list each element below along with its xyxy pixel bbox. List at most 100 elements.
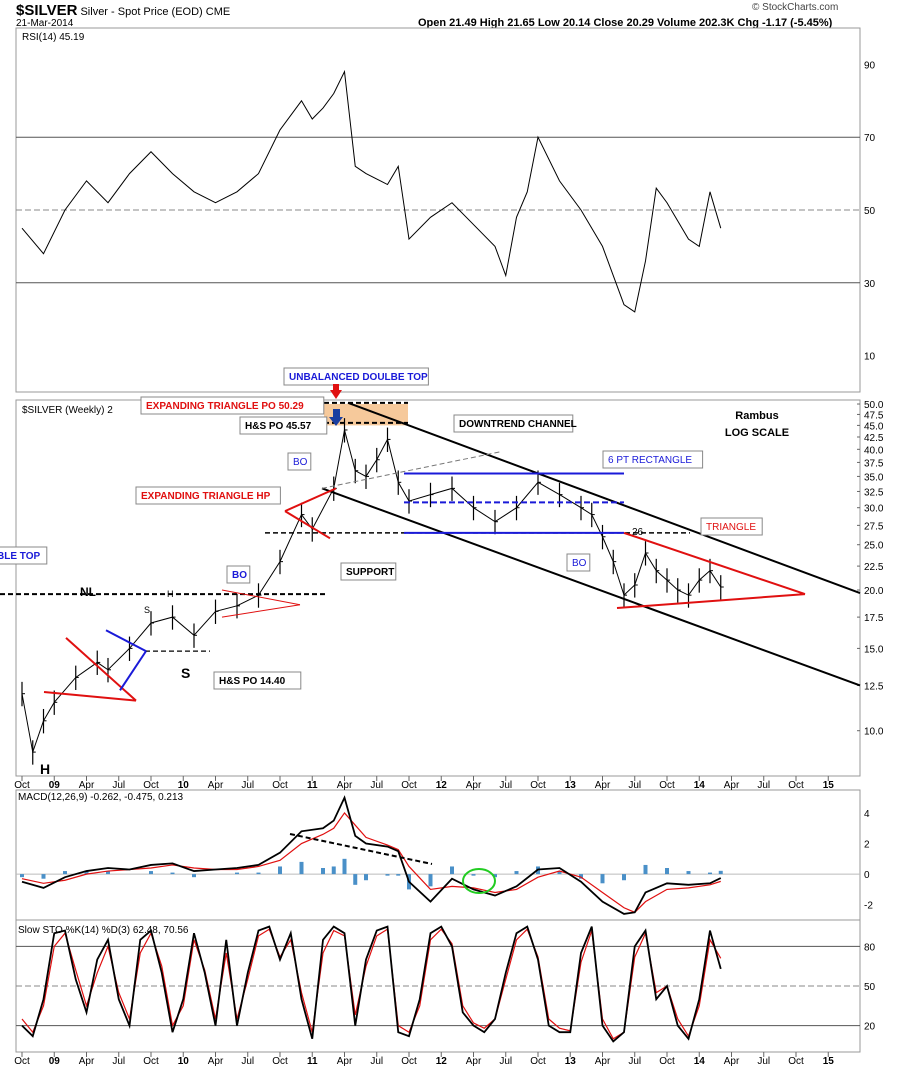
x-tick-label: Apr (595, 1056, 611, 1067)
annotation-ble-top: BLE TOP (0, 551, 40, 562)
macd-ytick-label: 0 (864, 870, 870, 881)
annotation-26: 26 (632, 527, 644, 538)
macd-dashed-trend (289, 833, 433, 865)
x-tick-label: 14 (694, 780, 706, 791)
rsi-ytick-label: 50 (864, 206, 876, 217)
macd-line (21, 795, 722, 915)
annotation-bo-upper-box (287, 452, 312, 471)
macd-histogram-bar (353, 874, 358, 885)
red-down-arrow-stem (333, 384, 339, 391)
price-ytick-label: 42.5 (864, 433, 884, 444)
macd-histogram-bar (149, 871, 153, 875)
macd-histogram-bar (718, 870, 723, 875)
macd-histogram-bar (235, 872, 239, 875)
x-tick-label: Apr (724, 1056, 740, 1067)
macd-histogram-bar (600, 874, 605, 884)
header-date: 21-Mar-2014 (16, 18, 74, 29)
header-symbol: $SILVER Silver - Spot Price (EOD) CME (16, 2, 230, 19)
exchange: CME (205, 6, 231, 18)
x-tick-label: Jul (499, 1056, 512, 1067)
macd-signal-line (21, 811, 721, 914)
annotation-bo-lower-box (226, 565, 251, 584)
macd-histogram-bar (579, 874, 583, 879)
price-ytick-label: 30.0 (864, 504, 884, 515)
price-ytick-label: 17.5 (864, 613, 884, 624)
price-ytick-label: 20.0 (864, 586, 884, 597)
annotation-exp-triangle-hp-box (135, 486, 281, 505)
price-ytick-label: 32.5 (864, 487, 884, 498)
x-tick-label: Oct (788, 780, 804, 791)
x-tick-label: 11 (307, 780, 318, 791)
left-tri-line-b (43, 691, 137, 702)
macd-histogram-bar (192, 874, 196, 878)
annotation-support-box (340, 562, 397, 581)
x-tick-label: Apr (724, 780, 740, 791)
macd-ytick-label: 4 (864, 809, 870, 820)
x-tick-label: Apr (337, 780, 353, 791)
blue-tri-line-b (119, 650, 147, 691)
macd-histogram-bar (686, 871, 691, 875)
macd-histogram-bar (84, 871, 89, 875)
x-tick-label: Jul (370, 780, 383, 791)
annotation-exp-triangle-po-box (140, 396, 325, 415)
macd-histogram-bar (643, 864, 648, 875)
channel-lower-line (321, 487, 861, 687)
annotation-bo-lower: BO (232, 570, 247, 581)
annotation-s-small: S (144, 605, 150, 615)
x-tick-label: Apr (337, 1056, 353, 1067)
macd-histogram-bar (342, 858, 347, 875)
price-ytick-label: 35.0 (864, 472, 884, 483)
legend-line-1: Rambus (735, 410, 778, 422)
x-tick-label: Apr (208, 780, 224, 791)
x-tick-label: Oct (401, 1056, 417, 1067)
x-tick-label: Oct (530, 780, 546, 791)
annotation-h-left: H (40, 761, 50, 777)
annotation-downtrend-channel: DOWNTREND CHANNEL (459, 419, 577, 430)
rsi-ytick-label: 90 (864, 60, 876, 71)
macd-histogram-bar (708, 872, 712, 875)
price-ytick-label: 12.5 (864, 681, 884, 692)
annotation-exp-triangle-hp: EXPANDING TRIANGLE HP (141, 491, 271, 502)
annotation-bo-upper: BO (293, 457, 308, 468)
sto-d-line (21, 928, 722, 1040)
annotation-triangle-box (700, 517, 763, 536)
macd-green-circle (462, 868, 496, 894)
macd-histogram-bar (63, 871, 67, 875)
x-tick-label: Apr (466, 780, 482, 791)
x-tick-label: 10 (178, 780, 190, 791)
annotation-6pt-rectangle: 6 PT RECTANGLE (608, 455, 692, 466)
x-tick-label: 13 (565, 780, 577, 791)
macd-histogram-bar (428, 874, 433, 887)
sto-ytick-label: 20 (864, 1022, 876, 1033)
annotation-bo-right-box (566, 553, 591, 572)
x-tick-label: 13 (565, 1056, 577, 1067)
price-ytick-label: 45.0 (864, 421, 884, 432)
sto-ytick-label: 80 (864, 942, 876, 953)
x-tick-label: Apr (466, 1056, 482, 1067)
annotation-hs-po-14-box (213, 671, 302, 690)
x-tick-label: Oct (272, 1056, 288, 1067)
price-ytick-label: 40.0 (864, 445, 884, 456)
x-tick-label: 10 (178, 1056, 190, 1067)
macd-title: MACD(12,26,9) -0.262, -0.475, 0.213 (18, 792, 184, 803)
macd-histogram-bar (364, 874, 368, 881)
macd-histogram-bar (106, 871, 110, 875)
x-tick-label: Apr (79, 780, 95, 791)
macd-histogram-bar (256, 872, 261, 875)
header-quote: Open 21.49 High 21.65 Low 20.14 Close 20… (418, 17, 833, 29)
x-tick-label: Jul (112, 780, 125, 791)
macd-ytick-label: -2 (864, 901, 873, 912)
macd-histogram-bar (493, 874, 497, 878)
price-title: $SILVER (Weekly) 2 (22, 405, 113, 416)
x-tick-label: Oct (530, 1056, 546, 1067)
price-ytick-label: 47.5 (864, 410, 884, 421)
copyright: © StockCharts.com (752, 2, 839, 13)
x-tick-label: Oct (659, 1056, 675, 1067)
x-tick-label: 09 (49, 1056, 61, 1067)
blue-down-arrow-stem (333, 409, 340, 418)
legend-line-2: LOG SCALE (725, 427, 789, 439)
sto-k-line (21, 925, 722, 1043)
x-tick-label: 15 (823, 1056, 835, 1067)
x-tick-label: Apr (79, 1056, 95, 1067)
small-tri-line-a (221, 589, 301, 606)
